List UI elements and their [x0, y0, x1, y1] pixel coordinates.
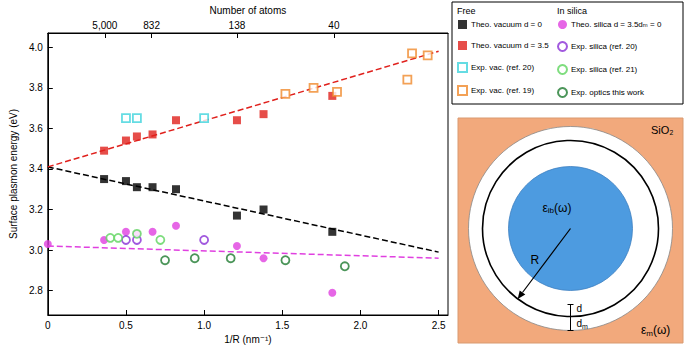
svg-text:40: 40 — [328, 20, 340, 31]
svg-text:4.0: 4.0 — [29, 42, 43, 53]
svg-text:1.5: 1.5 — [275, 320, 289, 331]
svg-text:3.8: 3.8 — [29, 82, 43, 93]
svg-text:0: 0 — [45, 320, 51, 331]
svg-text:Number of atoms: Number of atoms — [210, 5, 287, 16]
svg-text:5,000: 5,000 — [92, 20, 117, 31]
svg-text:Exp. vac. (ref. 20): Exp. vac. (ref. 20) — [471, 63, 534, 72]
svg-text:Free: Free — [457, 6, 476, 16]
svg-text:2.8: 2.8 — [29, 285, 43, 296]
svg-text:Theo. silica d = 3.5dₘ = 0: Theo. silica d = 3.5dₘ = 0 — [571, 20, 662, 29]
html-text:εm: εm — [641, 323, 653, 338]
svg-text:1.0: 1.0 — [197, 320, 211, 331]
svg-text:d: d — [577, 303, 583, 314]
svg-text:Exp. vac. (ref. 19): Exp. vac. (ref. 19) — [471, 86, 534, 95]
svg-text:832: 832 — [143, 20, 160, 31]
html-text:εib: εib — [542, 200, 555, 215]
svg-text:2.0: 2.0 — [354, 320, 368, 331]
svg-text:d: d — [576, 318, 583, 329]
svg-text:Surface plasmon energy (eV): Surface plasmon energy (eV) — [8, 109, 19, 239]
svg-text:3.4: 3.4 — [29, 163, 43, 174]
svg-text:138: 138 — [229, 20, 246, 31]
svg-text:2.5: 2.5 — [432, 320, 446, 331]
svg-text:(ω): (ω) — [653, 323, 670, 337]
svg-text:3.2: 3.2 — [29, 204, 43, 215]
svg-text:SiO₂: SiO₂ — [651, 124, 674, 136]
svg-text:3.6: 3.6 — [29, 123, 43, 134]
svg-text:0.5: 0.5 — [119, 320, 133, 331]
svg-text:Theo. vacuum d = 0: Theo. vacuum d = 0 — [471, 20, 542, 29]
svg-text:Exp. optics this work: Exp. optics this work — [571, 88, 645, 97]
svg-text:(ω): (ω) — [554, 201, 571, 215]
svg-text:R: R — [531, 253, 540, 267]
svg-text:m: m — [582, 323, 588, 330]
svg-text:Theo. vacuum d = 3.5: Theo. vacuum d = 3.5 — [471, 41, 549, 50]
svg-text:3.0: 3.0 — [29, 245, 43, 256]
svg-text:In silica: In silica — [557, 6, 587, 16]
svg-text:Exp. silica (ref. 21): Exp. silica (ref. 21) — [571, 65, 638, 74]
svg-text:Exp. silica (ref. 20): Exp. silica (ref. 20) — [571, 42, 638, 51]
svg-text:1/R (nm⁻¹): 1/R (nm⁻¹) — [224, 334, 272, 345]
